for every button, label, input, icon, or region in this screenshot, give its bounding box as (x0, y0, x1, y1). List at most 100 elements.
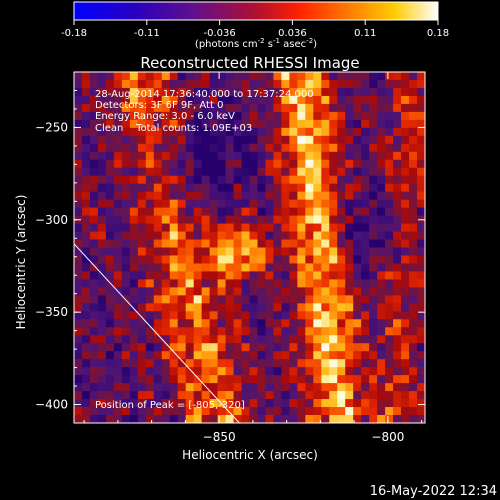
heatmap-cell (201, 367, 211, 376)
heatmap-cell (297, 319, 306, 328)
heatmap-cell (401, 231, 410, 241)
heatmap-cell (313, 119, 322, 129)
heatmap-cell (121, 183, 131, 193)
heatmap-cell (201, 343, 211, 352)
heatmap-cell (113, 399, 123, 408)
heatmap-cell (209, 271, 219, 281)
heatmap-cell (297, 335, 306, 344)
heatmap-cell (129, 295, 139, 304)
heatmap-cell (409, 375, 418, 384)
heatmap-cell (209, 191, 219, 201)
heatmap-cell (121, 175, 131, 185)
heatmap-cell (161, 72, 171, 81)
heatmap-cell (385, 391, 394, 400)
heatmap-cell (105, 215, 115, 225)
heatmap-cell (257, 111, 267, 121)
heatmap-cell (145, 167, 155, 177)
heatmap-cell (329, 327, 338, 336)
heatmap-cell (393, 351, 402, 360)
heatmap-cell (257, 327, 267, 336)
heatmap-cell (353, 167, 362, 177)
heatmap-cell (177, 391, 187, 400)
heatmap-cell (409, 111, 418, 121)
heatmap-cell (249, 295, 259, 304)
heatmap-cell (393, 143, 402, 153)
heatmap-cell (193, 183, 203, 193)
heatmap-cell (177, 175, 187, 185)
heatmap-cell (305, 72, 314, 81)
heatmap-cell (97, 359, 107, 368)
heatmap-cell (377, 383, 386, 392)
heatmap-cell (321, 127, 330, 137)
heatmap-cell (369, 167, 378, 177)
heatmap-cell (113, 247, 123, 257)
heatmap-cell (337, 191, 346, 201)
heatmap-cell (185, 72, 195, 81)
heatmap-cell (353, 143, 362, 153)
heatmap-cell (81, 207, 91, 217)
heatmap-cell (289, 359, 298, 368)
heatmap-cell (185, 359, 195, 368)
heatmap-cell (217, 167, 227, 177)
heatmap-cell (281, 295, 290, 304)
heatmap-cell (97, 279, 107, 288)
heatmap-cell (265, 247, 275, 257)
heatmap-cell (177, 103, 187, 113)
heatmap-cell (337, 231, 346, 241)
heatmap-cell (209, 295, 219, 304)
heatmap-cell (225, 103, 235, 113)
heatmap-cell (401, 167, 410, 177)
heatmap-cell (377, 143, 386, 153)
heatmap-cell (225, 111, 235, 121)
heatmap-cell (129, 87, 139, 97)
heatmap-cell (289, 127, 298, 137)
heatmap-cell (369, 183, 378, 193)
heatmap-cell (161, 111, 171, 121)
heatmap-cell (217, 143, 227, 153)
heatmap-cell (249, 247, 259, 257)
heatmap-cell (105, 191, 115, 201)
heatmap-cell (345, 143, 354, 153)
heatmap-cell (233, 271, 243, 281)
heatmap-cell (153, 223, 163, 233)
heatmap-cell (337, 279, 346, 288)
heatmap-cell (385, 207, 394, 217)
heatmap-cell (337, 415, 346, 423)
heatmap-cell (409, 199, 418, 209)
heatmap-cell (169, 399, 179, 408)
heatmap-cell (217, 319, 227, 328)
heatmap-cell (401, 375, 410, 384)
heatmap-cell (329, 143, 338, 153)
heatmap-cell (377, 319, 386, 328)
heatmap-cell (129, 415, 139, 423)
heatmap-cell (217, 175, 227, 185)
heatmap-cell (241, 311, 251, 320)
heatmap-cell (393, 375, 402, 384)
heatmap-cell (169, 183, 179, 193)
heatmap-cell (297, 143, 306, 153)
heatmap-cell (169, 191, 179, 201)
heatmap-cell (225, 271, 235, 281)
heatmap-cell (113, 223, 123, 233)
heatmap-cell (305, 407, 314, 416)
heatmap-cell (74, 343, 83, 352)
heatmap-cell (177, 111, 187, 121)
heatmap-cell (241, 407, 251, 416)
heatmap-cell (225, 87, 235, 97)
heatmap-cell (137, 367, 147, 376)
heatmap-cell (113, 319, 123, 328)
heatmap-cell (233, 415, 243, 423)
heatmap-cell (361, 143, 370, 153)
heatmap-cell (393, 407, 402, 416)
heatmap-cell (81, 319, 91, 328)
heatmap-cell (313, 87, 322, 97)
heatmap-cell (353, 263, 362, 273)
heatmap-cell (361, 367, 370, 376)
heatmap-cell (225, 175, 235, 185)
heatmap-cell (249, 127, 259, 137)
heatmap-cell (97, 391, 107, 400)
heatmap-cell (305, 151, 314, 161)
heatmap-cell (209, 103, 219, 113)
heatmap-cell (193, 175, 203, 185)
